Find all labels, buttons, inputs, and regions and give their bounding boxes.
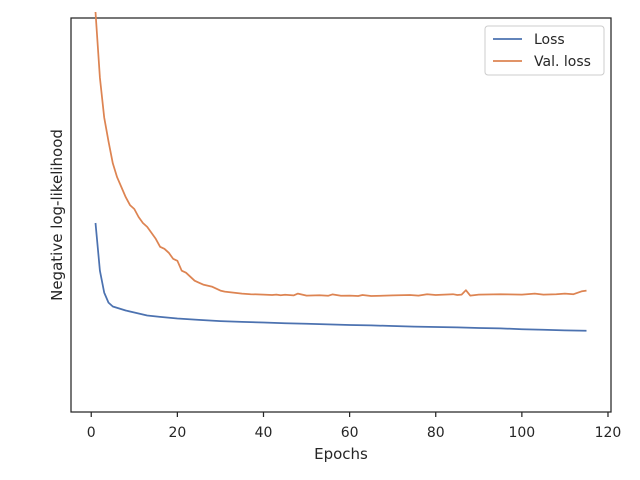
x-axis-label: Epochs [314,445,368,463]
series-lines [94,11,587,332]
series-line-loss [94,222,587,332]
x-ticks: 0 20 40 60 80 100 120 [87,412,622,441]
x-tick-label: 0 [87,425,96,441]
x-tick-label: 120 [595,425,622,441]
y-axis-label: Negative log-likelihood [48,129,66,301]
series-line-val-loss [94,11,587,297]
x-tick-label: 20 [168,425,186,441]
legend: Loss Val. loss [484,25,605,76]
legend-label-val-loss: Val. loss [534,54,591,70]
x-tick-label: 100 [508,425,535,441]
legend-label-loss: Loss [534,32,565,48]
plot-area [70,17,612,413]
x-tick-label: 80 [427,425,445,441]
x-tick-label: 40 [255,425,273,441]
x-tick-label: 60 [341,425,359,441]
